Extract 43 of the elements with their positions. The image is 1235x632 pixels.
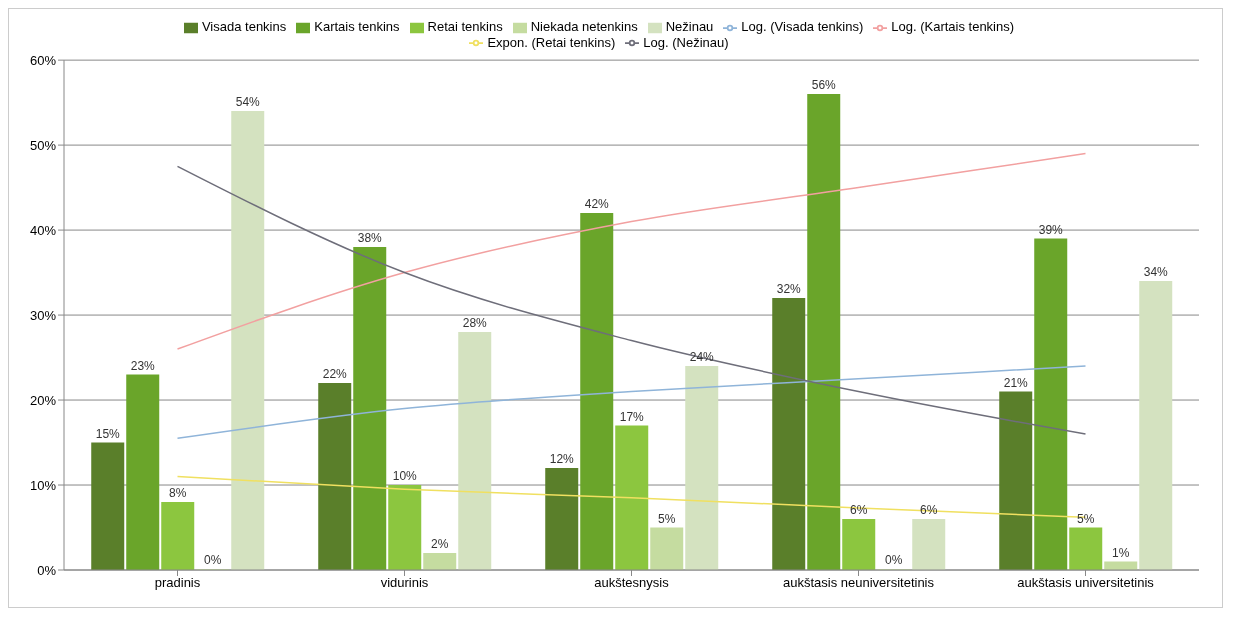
data-label: 0% [885, 553, 903, 567]
data-label: 5% [1077, 511, 1095, 526]
legend-label: Log. (Kartais tenkins) [891, 19, 1015, 34]
legend-label: Niekada netenkins [530, 19, 638, 34]
y-tick-label: 60% [29, 52, 57, 68]
data-label: 54% [235, 95, 261, 110]
data-label: 38% [357, 231, 383, 246]
x-tick-label: aukštasis universitetinis [1017, 575, 1155, 591]
data-label: 8% [169, 486, 187, 501]
legend-label: Kartais tenkins [314, 19, 400, 34]
y-tick-label: 10% [29, 477, 57, 493]
x-tick-label: aukštasis neuniversitetinis [782, 575, 935, 591]
x-tick-label: pradinis [154, 575, 201, 591]
data-label: 42% [584, 197, 610, 212]
legend-label: Log. (Nežinau) [643, 34, 729, 50]
y-tick-label: 30% [29, 307, 57, 323]
y-tick-label: 20% [29, 392, 57, 408]
data-label: 32% [776, 282, 802, 297]
legend-label: Visada tenkins [201, 19, 287, 34]
data-label: 22% [322, 367, 348, 382]
data-label: 2% [431, 537, 449, 551]
data-label: 34% [1143, 265, 1169, 280]
legend-label: Nežinau [665, 19, 714, 34]
data-label: 17% [619, 409, 645, 424]
data-label: 12% [549, 452, 575, 467]
data-label: 28% [462, 316, 488, 331]
data-label: 56% [811, 78, 837, 93]
data-label: 1% [1112, 545, 1130, 560]
legend-label: Log. (Visada tenkins) [741, 19, 864, 34]
data-label: 5% [658, 511, 676, 526]
legend-label: Retai tenkins [427, 19, 503, 34]
y-tick-label: 50% [29, 137, 57, 153]
data-label: 39% [1038, 222, 1064, 237]
x-tick-label: vidurinis [380, 575, 429, 591]
data-label: 0% [204, 553, 222, 567]
data-label: 23% [130, 358, 156, 373]
y-tick-label: 0% [37, 562, 57, 578]
data-label: 21% [1003, 375, 1029, 390]
data-label: 10% [392, 469, 418, 484]
y-tick-label: 40% [29, 222, 57, 238]
data-label: 15% [95, 426, 121, 441]
x-tick-label: aukštesnysis [594, 575, 670, 591]
legend-label: Expon. (Retai tenkins) [487, 34, 616, 50]
